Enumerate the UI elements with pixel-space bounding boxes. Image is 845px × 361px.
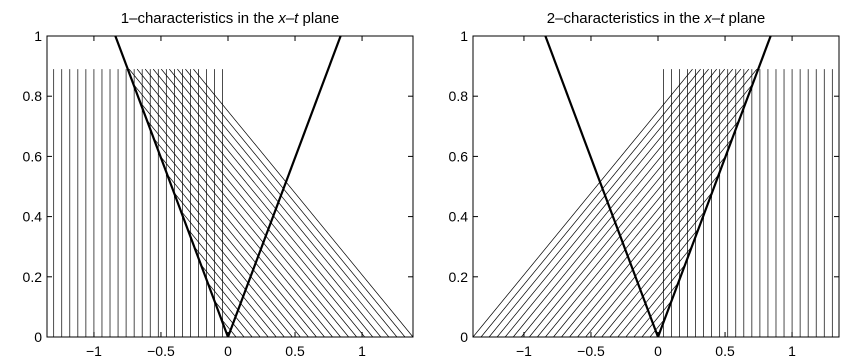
inclined-characteristic-2-22 <box>488 68 709 338</box>
inclined-characteristic-2-17 <box>529 68 750 338</box>
xtick-label-1-2: −0.5 <box>147 343 175 359</box>
inclined-characteristic-2-16 <box>537 68 758 338</box>
inclined-characteristic-1-14 <box>139 101 333 338</box>
xtick-label-1-5: 1 <box>358 343 366 359</box>
inclined-characteristic-1-22 <box>177 68 398 338</box>
ytick-label-2-3: 0.4 <box>449 209 469 225</box>
inclined-characteristic-1-3 <box>214 300 245 338</box>
inclined-characteristic-2-6 <box>617 246 693 338</box>
ytick-label-1-1: 0 <box>34 329 42 345</box>
inclined-characteristic-1-5 <box>200 264 261 338</box>
inclined-characteristic-1-17 <box>136 68 357 338</box>
ytick-label-1-4: 0.6 <box>23 148 43 164</box>
inclined-characteristic-2-10 <box>585 174 720 338</box>
inclined-characteristic-2-4 <box>633 282 679 338</box>
chart-title-1-prefix: 1–characteristics in the <box>121 10 279 27</box>
boundary-line-1-1 <box>114 35 230 338</box>
ytick-label-1-3: 0.4 <box>23 209 43 225</box>
ytick-label-2-5: 0.8 <box>449 88 469 104</box>
inclined-characteristic-2-7 <box>609 228 699 338</box>
chart-panel-1: 1–characteristics in the x–t plane −1 −0.… <box>23 10 414 359</box>
xtick-label-2-2: −0.5 <box>577 343 605 359</box>
ytick-label-2-1: 0 <box>460 329 468 345</box>
inclined-characteristic-2-20 <box>504 68 725 338</box>
boundary-line-1-2 <box>226 35 342 338</box>
inclined-characteristic-1-12 <box>153 138 317 338</box>
chart-title-2-suffix: plane <box>724 10 765 27</box>
chart-title-1-var: x–t <box>277 10 299 27</box>
boundary-line-2-1 <box>544 35 660 338</box>
inclined-characteristic-2-24 <box>472 68 693 338</box>
ytick-label-2-4: 0.6 <box>449 148 469 164</box>
boundary-line-2-2 <box>656 35 772 338</box>
inclined-characteristic-2-11 <box>577 156 726 338</box>
chart-panel-2: 2–characteristics in the x–t plane −1 −0.… <box>449 10 840 359</box>
inclined-characteristic-1-23 <box>185 68 406 338</box>
inclined-characteristic-1-2 <box>220 318 237 338</box>
inclined-characteristic-2-13 <box>561 120 740 338</box>
inclined-characteristic-1-16 <box>128 68 349 338</box>
xtick-label-2-4: 0.5 <box>715 343 735 359</box>
inclined-characteristic-2-3 <box>641 300 672 338</box>
inclined-characteristic-1-4 <box>207 282 253 338</box>
inclined-characteristic-1-20 <box>161 68 382 338</box>
plot-frame-2 <box>472 35 840 338</box>
ytick-label-2-6: 1 <box>460 28 468 44</box>
xtick-label-1-1: −1 <box>86 343 102 359</box>
plot-area-1 <box>53 35 414 338</box>
plot-frame-1 <box>46 35 414 338</box>
inclined-characteristic-2-18 <box>520 68 742 338</box>
axis-ticks-2: −1 −0.5 0 0.5 1 0 0.2 0.4 0.6 0.8 1 <box>449 28 839 359</box>
xtick-label-2-3: 0 <box>654 343 662 359</box>
inclined-characteristic-2-8 <box>601 210 706 338</box>
inclined-characteristic-2-23 <box>480 68 701 338</box>
inclined-characteristic-1-6 <box>193 246 269 338</box>
xtick-label-2-5: 1 <box>788 343 796 359</box>
inclined-characteristic-2-14 <box>553 101 747 338</box>
plot-area-2 <box>472 35 833 338</box>
inclined-characteristic-2-19 <box>512 68 734 338</box>
chart-title-1: 1–characteristics in the x–t plane <box>121 10 339 27</box>
inclined-characteristic-2-15 <box>545 83 753 338</box>
inclined-characteristic-2-2 <box>649 318 666 338</box>
ytick-label-1-2: 0.2 <box>23 269 43 285</box>
inclined-characteristic-1-7 <box>187 228 277 338</box>
ytick-label-2-2: 0.2 <box>449 269 469 285</box>
axis-ticks-1: −1 −0.5 0 0.5 1 0 0.2 0.4 0.6 0.8 1 <box>23 28 413 359</box>
inclined-characteristic-1-10 <box>166 174 301 338</box>
xtick-label-2-1: −1 <box>516 343 532 359</box>
inclined-characteristic-1-24 <box>193 68 414 338</box>
xtick-label-1-3: 0 <box>224 343 232 359</box>
chart-title-2: 2–characteristics in the x–t plane <box>547 10 765 27</box>
inclined-characteristic-2-5 <box>625 264 686 338</box>
ytick-label-1-5: 0.8 <box>23 88 43 104</box>
inclined-characteristic-1-13 <box>146 120 325 338</box>
xtick-label-1-4: 0.5 <box>285 343 305 359</box>
inclined-characteristic-2-12 <box>569 138 733 338</box>
inclined-characteristic-2-9 <box>593 192 713 338</box>
inclined-characteristic-1-9 <box>173 192 293 338</box>
inclined-characteristic-1-11 <box>160 156 309 338</box>
chart-title-1-suffix: plane <box>298 10 339 27</box>
ytick-label-1-6: 1 <box>34 28 42 44</box>
chart-title-2-prefix: 2–characteristics in the <box>547 10 705 27</box>
inclined-characteristic-1-18 <box>144 68 366 338</box>
inclined-characteristic-1-19 <box>152 68 374 338</box>
inclined-characteristic-1-15 <box>133 83 341 338</box>
inclined-characteristic-1-8 <box>180 210 285 338</box>
chart-title-2-var: x–t <box>703 10 725 27</box>
